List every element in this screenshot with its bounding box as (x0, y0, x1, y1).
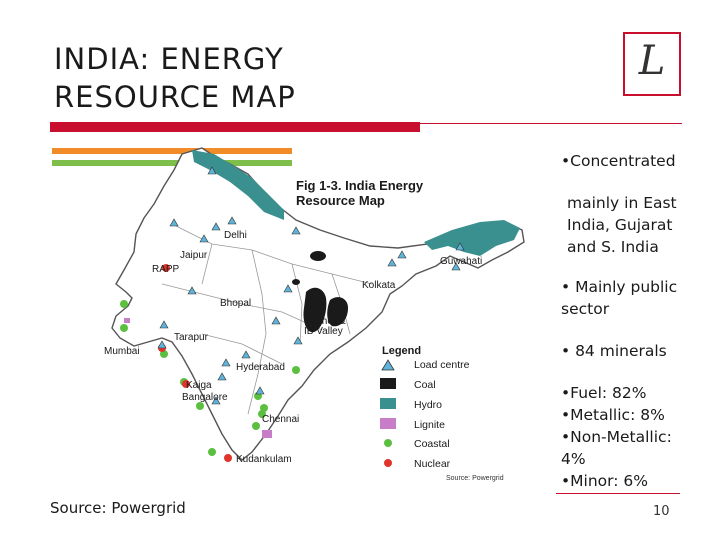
label-kaiga: Kaiga (186, 380, 212, 391)
map-legend: Legend Load centre Coal Hydro Lignite Co… (380, 345, 504, 482)
legend-coal: Coal (414, 379, 436, 391)
legend-lignite: Lignite (414, 419, 445, 431)
label-mumbai: Mumbai (104, 346, 140, 357)
label-jaipur: Jaipur (180, 250, 208, 261)
fig-title-line-2: Resource Map (296, 193, 385, 208)
legend-nuclear: Nuclear (414, 458, 451, 470)
legend-title: Legend (382, 345, 421, 357)
map-svg: Fig 1-3. India Energy Resource Map Delhi… (52, 147, 525, 482)
title-line-2: RESOURCE MAP (54, 80, 296, 114)
title-underline-thin (420, 123, 682, 124)
slide-title: INDIA: ENERGY RESOURCE MAP (54, 40, 474, 116)
bullet-concentrated-cont-3: and S. India (567, 238, 659, 256)
label-hyderabad: Hyderabad (236, 362, 285, 373)
bullet-public-sector: • Mainly public (561, 278, 678, 296)
bottom-rule (556, 493, 680, 494)
page-number: 10 (653, 504, 670, 519)
legend-coastal-icon (384, 439, 392, 447)
stripe-orange (52, 148, 292, 154)
label-rapp: RAPP (152, 264, 180, 275)
bullet-concentrated-cont-1: mainly in East (567, 194, 677, 212)
bullet-list: •Concentrated mainly in East India, Guja… (561, 150, 721, 492)
label-bangalore: Bangalore (182, 392, 228, 403)
city-labels: Delhi Jaipur RAPP Guwahati Kolkata Bhopa… (104, 230, 482, 465)
hydro-north (192, 150, 284, 220)
label-delhi: Delhi (224, 230, 247, 241)
bullet-public-sector-cont: sector (561, 300, 610, 318)
bullet-concentrated: •Concentrated (561, 152, 676, 170)
lignite-deposits (124, 318, 272, 438)
india-energy-map: Fig 1-3. India Energy Resource Map Delhi… (52, 134, 538, 486)
bullet-concentrated-cont-2: India, Gujarat (567, 216, 673, 234)
bullet-minerals: • 84 minerals (561, 342, 667, 360)
legend-lignite-icon (380, 418, 396, 429)
logo-letter: L (638, 38, 666, 84)
legend-hydro: Hydro (414, 399, 442, 411)
legend-coastal: Coastal (414, 438, 450, 450)
label-chennai: Chennai (262, 414, 299, 425)
source-caption: Source: Powergrid (50, 499, 186, 517)
label-bhopal: Bhopal (220, 298, 251, 309)
logo: L (623, 32, 681, 96)
label-kolkata: Kolkata (362, 280, 396, 291)
legend-load-centre-icon (381, 359, 395, 371)
fig-title-line-1: Fig 1-3. India Energy (296, 178, 424, 193)
label-tarapur: Tarapur (174, 332, 209, 343)
bullet-minor: •Minor: 6% (561, 472, 648, 490)
legend-load-centre: Load centre (414, 359, 470, 371)
label-kudankulam: Kudankulam (236, 454, 292, 465)
legend-coal-icon (380, 378, 396, 389)
stripe-green (52, 160, 292, 166)
load-centres (157, 166, 465, 405)
map-credit: Source: Powergrid (446, 475, 504, 482)
label-guwahati: Guwahati (440, 256, 482, 267)
label-talcher: Talcher & (304, 316, 346, 327)
bullet-metallic: •Metallic: 8% (561, 406, 665, 424)
hydro-northeast (424, 220, 520, 256)
title-underline-red (50, 122, 420, 132)
label-ib-valley: IB Valley (304, 326, 343, 337)
coal-deposits (292, 251, 348, 333)
legend-hydro-icon (380, 398, 396, 409)
title-line-1: INDIA: ENERGY (54, 42, 284, 76)
bullet-fuel: •Fuel: 82% (561, 384, 647, 402)
bullet-non-metallic-cont: 4% (561, 450, 586, 468)
legend-nuclear-icon (384, 459, 392, 467)
bullet-non-metallic: •Non-Metallic: (561, 428, 672, 446)
